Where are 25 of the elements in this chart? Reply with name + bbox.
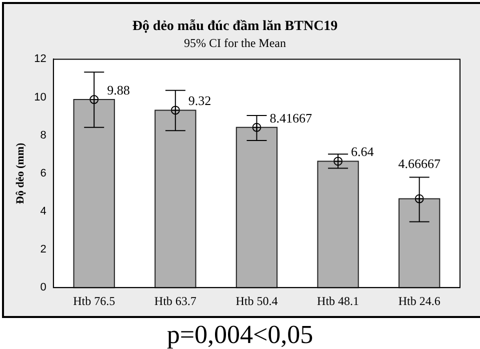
y-tick-label: 4 — [40, 206, 46, 218]
x-tick-label: Htb 63.7 — [154, 294, 196, 308]
chart-subtitle: 95% CI for the Mean — [184, 36, 286, 50]
point — [90, 95, 99, 104]
data-label: 6.64 — [351, 144, 374, 160]
point — [170, 106, 180, 115]
x-tick-label: Htb 24.6 — [398, 294, 440, 308]
y-tick-label: 8 — [40, 129, 46, 142]
y-tick-label: 10 — [34, 91, 46, 104]
data-label: 8.41667 — [270, 110, 312, 126]
chart-title: Độ dẻo mẫu đúc đầm lăn BTNC19 — [132, 19, 338, 34]
y-axis-title: Độ dẻo (mm) — [14, 142, 26, 204]
data-label: 9.88 — [107, 82, 130, 98]
x-tick-label: Htb 48.1 — [317, 294, 360, 308]
point — [414, 194, 424, 204]
data-label: 4.66667 — [398, 156, 441, 172]
data-label: 9.32 — [188, 93, 212, 108]
y-tick-label: 2 — [40, 244, 46, 256]
text: p=0,004<0,05 — [166, 320, 314, 349]
x-tick-label: Htb 76.5 — [73, 294, 116, 308]
y-tick-label: 0 — [40, 282, 46, 294]
point — [252, 122, 262, 132]
y-tick-label: 6 — [40, 167, 46, 180]
x-tick-label: Htb 50.4 — [236, 294, 278, 308]
y-tick-label: 12 — [34, 53, 46, 66]
